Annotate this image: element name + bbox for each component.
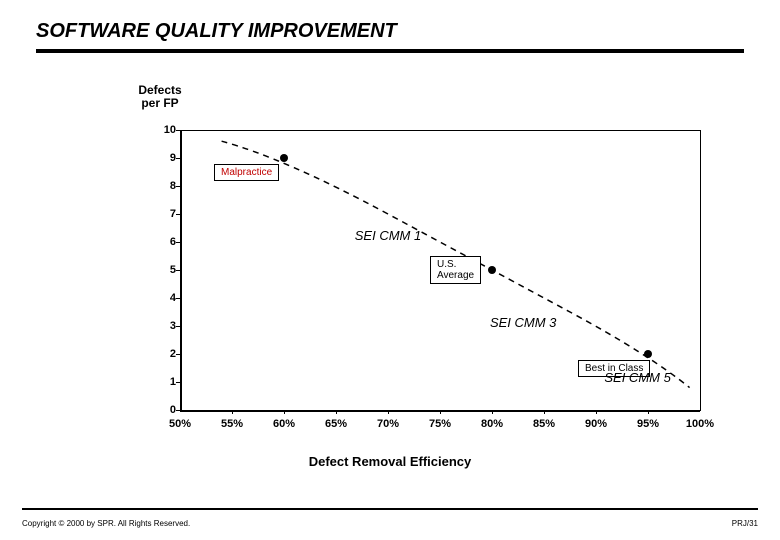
y-tick-mark [176,354,180,355]
y-tick-label: 0 [150,404,176,416]
x-tick-mark [440,410,441,414]
y-tick-mark [176,298,180,299]
x-tick-mark [284,410,285,414]
y-tick-label: 1 [150,376,176,388]
data-point [644,350,652,358]
x-tick-mark [492,410,493,414]
series-label: SEI CMM 3 [490,315,556,330]
data-point [488,266,496,274]
y-tick-label: 4 [150,292,176,304]
x-tick-label: 65% [325,418,347,430]
y-tick-label: 8 [150,180,176,192]
point-label-box: Malpractice [214,164,279,181]
y-tick-mark [176,130,180,131]
x-tick-label: 55% [221,418,243,430]
y-axis-title-line2: per FP [120,97,200,110]
x-tick-mark [648,410,649,414]
x-tick-label: 85% [533,418,555,430]
x-tick-label: 50% [169,418,191,430]
y-tick-label: 7 [150,208,176,220]
y-tick-label: 9 [150,152,176,164]
x-tick-mark [544,410,545,414]
series-label: SEI CMM 1 [355,228,421,243]
page-title: SOFTWARE QUALITY IMPROVEMENT [36,20,744,43]
y-axis-line [180,130,182,410]
data-point [280,154,288,162]
y-axis-title: Defects per FP [120,84,200,110]
x-tick-label: 95% [637,418,659,430]
y-tick-mark [176,410,180,411]
x-tick-label: 80% [481,418,503,430]
y-tick-label: 2 [150,348,176,360]
y-tick-mark [176,382,180,383]
point-label-box: U.S.Average [430,256,481,284]
y-tick-mark [176,158,180,159]
x-tick-label: 70% [377,418,399,430]
y-tick-mark [176,270,180,271]
page-number: PRJ/31 [732,519,758,528]
title-divider [36,49,744,53]
y-tick-mark [176,186,180,187]
y-tick-mark [176,214,180,215]
footer-divider [22,508,758,510]
x-axis-title: Defect Removal Efficiency [0,454,780,469]
chart: 012345678910 50%55%60%65%70%75%80%85%90%… [140,130,700,440]
x-tick-mark [388,410,389,414]
series-label: SEI CMM 5 [604,370,670,385]
y-tick-mark [176,242,180,243]
y-tick-mark [176,326,180,327]
y-tick-label: 5 [150,264,176,276]
x-tick-mark [336,410,337,414]
x-tick-label: 90% [585,418,607,430]
copyright-text: Copyright © 2000 by SPR. All Rights Rese… [22,519,190,528]
slide: SOFTWARE QUALITY IMPROVEMENT Defects per… [0,0,780,540]
x-tick-label: 75% [429,418,451,430]
y-tick-label: 6 [150,236,176,248]
y-tick-label: 10 [150,124,176,136]
x-tick-mark [232,410,233,414]
x-tick-label: 60% [273,418,295,430]
x-tick-mark [596,410,597,414]
y-tick-label: 3 [150,320,176,332]
x-tick-label: 100% [686,418,714,430]
